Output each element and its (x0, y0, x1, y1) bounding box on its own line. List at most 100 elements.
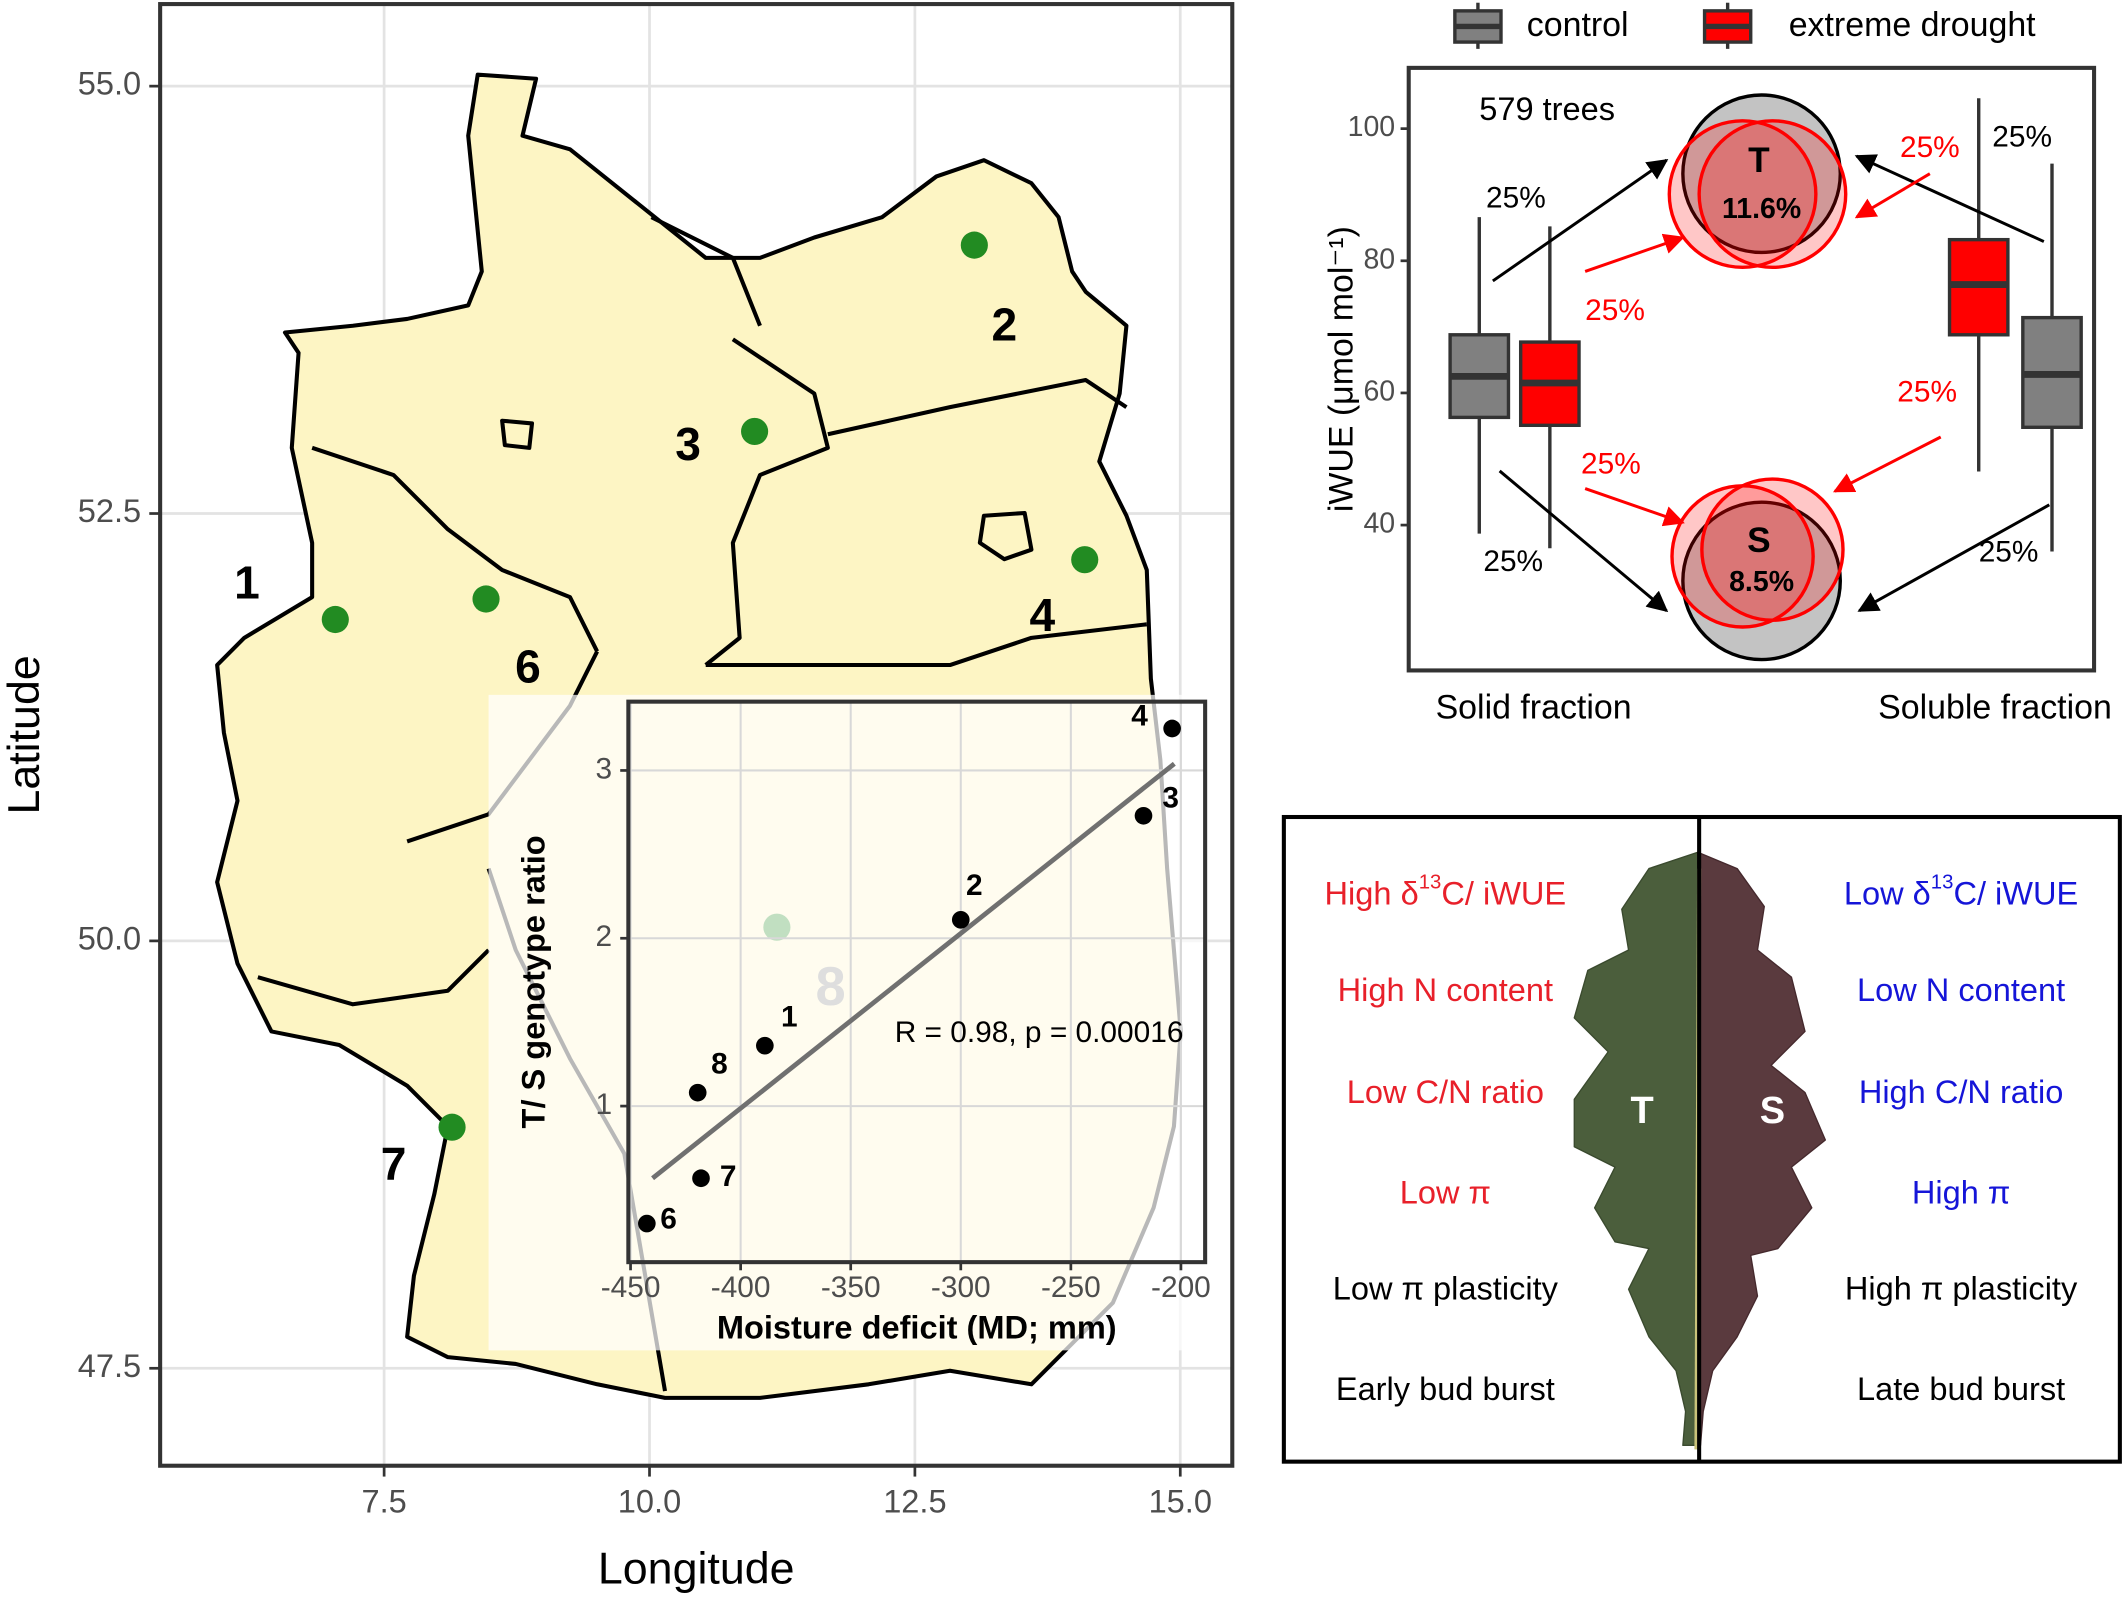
point (951, 910, 970, 929)
superscript: 13 (1419, 872, 1442, 894)
site-point (321, 605, 349, 634)
y-tick-label: 50.0 (78, 921, 141, 957)
x-tick-label: -350 (821, 1271, 881, 1304)
x-tick-label: 7.5 (361, 1483, 406, 1519)
city-border (977, 510, 1034, 562)
box-panel: 40 60 80 100 iWUE (μmol mol⁻¹) Solid fraction… (1323, 2, 2112, 727)
state-border (827, 377, 1128, 437)
region-label: 2 (991, 299, 1017, 351)
trait-text-part: High π plasticity (1845, 1270, 2078, 1306)
arrow (1492, 158, 1669, 283)
trait-text: Low π (1400, 1174, 1491, 1210)
trait-text-part: Low δ (1844, 875, 1931, 911)
point (1163, 719, 1181, 738)
leaf-half (1573, 851, 1699, 1447)
point (688, 1083, 707, 1102)
group-name: S (1747, 521, 1771, 560)
venn-circle (1697, 119, 1848, 270)
x-tick-label: -250 (1041, 1271, 1101, 1304)
percent-label: 25% (1486, 181, 1546, 214)
venn-circle (1681, 500, 1842, 662)
arrow (1854, 172, 1931, 219)
venn-circle (1681, 93, 1842, 255)
point (756, 1036, 774, 1055)
region-label: 1 (234, 556, 260, 608)
y-tick-label: 52.5 (78, 493, 141, 529)
leaf (1573, 851, 1827, 1450)
y-tick-label: 55.0 (78, 66, 141, 102)
map-frame (158, 2, 1235, 1468)
percent-label: 25% (1483, 545, 1543, 578)
city-border (500, 418, 535, 450)
map-points: 1 2 3 4 6 7 8 (234, 231, 1099, 1189)
site-point (472, 585, 500, 613)
point (692, 1169, 710, 1188)
y-tick-label: 47.5 (78, 1348, 141, 1384)
venn-circle (1667, 119, 1818, 270)
fit-line (651, 761, 1176, 1181)
trait-frame (1281, 814, 2122, 1464)
trait-text: High C/N ratio (1859, 1073, 2064, 1109)
y-tick-label: 1 (595, 1088, 612, 1121)
x-tick-label: -400 (711, 1271, 771, 1304)
site-point (1071, 546, 1099, 574)
arrow (1584, 233, 1685, 273)
leaf-label: T (1631, 1090, 1654, 1132)
annotation: R = 0.98, p = 0.00016 (895, 1016, 1184, 1049)
state-border (650, 215, 762, 327)
arrows (1492, 154, 2051, 613)
legend-label: control (1527, 6, 1629, 44)
y-tick-label: 2 (595, 920, 612, 953)
trait-text-part: High N content (1338, 972, 1553, 1008)
percent-label: 25% (1897, 375, 1957, 408)
arrow (1584, 487, 1685, 527)
region-label: 4 (1029, 589, 1055, 641)
group-value: 11.6% (1722, 193, 1801, 225)
trait-text-part: Late bud burst (1857, 1371, 2065, 1407)
arrow (1857, 503, 2051, 613)
point-label: 4 (1131, 700, 1148, 733)
inset: -450 -400 -350 -300 -250 -200 1 2 3 Moisture defi… (516, 700, 1211, 1346)
arrow (1854, 154, 2045, 243)
trait-text: High π plasticity (1845, 1270, 2078, 1306)
x-axis-title: Longitude (598, 1543, 795, 1593)
x-tick-label: Solid fraction (1436, 689, 1632, 727)
point-label: 2 (966, 869, 983, 902)
state-border (704, 337, 830, 667)
trait-text: Late bud burst (1857, 1371, 2065, 1407)
trait-text: Low C/N ratio (1347, 1073, 1544, 1109)
y-axis-title: iWUE (μmol mol⁻¹) (1323, 226, 1361, 512)
point-label: 3 (1162, 781, 1179, 814)
trait-text: High π (1912, 1174, 2010, 1210)
point-label: 1 (781, 1000, 798, 1033)
trait-text-part: C/ iWUE (1953, 875, 2078, 911)
x-tick-label: -200 (1151, 1271, 1211, 1304)
trait-text: High δ13C/ iWUE (1325, 872, 1567, 911)
box-annotations: 579 trees 25% 25% 25% 25% 25% 25% 25% 25% T 11.6% S… (1479, 91, 2052, 598)
trait-text-part: Low π plasticity (1333, 1270, 1559, 1306)
group-value: 8.5% (1729, 566, 1794, 598)
region-label: 7 (381, 1137, 407, 1189)
venn (1667, 93, 1848, 662)
leaf-half (1697, 851, 1827, 1447)
region-label: 3 (675, 418, 701, 470)
trait-text: Low δ13C/ iWUE (1844, 872, 2078, 911)
percent-label: 25% (1581, 447, 1641, 480)
y-tick-label: 60 (1363, 375, 1395, 407)
x-tick-label: 12.5 (883, 1483, 946, 1519)
region-label: 6 (515, 641, 541, 693)
trait-text: Low N content (1857, 972, 2065, 1008)
x-tick-label: -450 (601, 1271, 661, 1304)
point-label: 7 (720, 1160, 737, 1193)
sample-size: 579 trees (1479, 91, 1615, 127)
x-tick-label: 10.0 (618, 1483, 681, 1519)
point-label: 8 (711, 1047, 728, 1080)
venn-circle (1700, 477, 1845, 622)
trait-text: High N content (1338, 972, 1553, 1008)
site-point (438, 1113, 466, 1141)
state-border (257, 948, 491, 1007)
trait-text: Low π plasticity (1333, 1270, 1559, 1306)
x-tick-label: 15.0 (1149, 1483, 1212, 1519)
trait-text-part: High π (1912, 1174, 2010, 1210)
y-tick-label: 100 (1348, 111, 1396, 143)
